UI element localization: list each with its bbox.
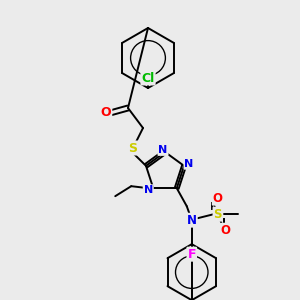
Text: S: S (214, 208, 222, 221)
Text: O: O (101, 106, 111, 119)
Text: O: O (221, 224, 231, 237)
Text: N: N (187, 214, 197, 227)
Text: Cl: Cl (141, 71, 154, 85)
Text: N: N (144, 185, 153, 195)
Text: F: F (188, 248, 196, 261)
Text: O: O (213, 192, 223, 205)
Text: N: N (158, 145, 168, 155)
Text: S: S (128, 142, 137, 154)
Text: N: N (184, 159, 194, 169)
